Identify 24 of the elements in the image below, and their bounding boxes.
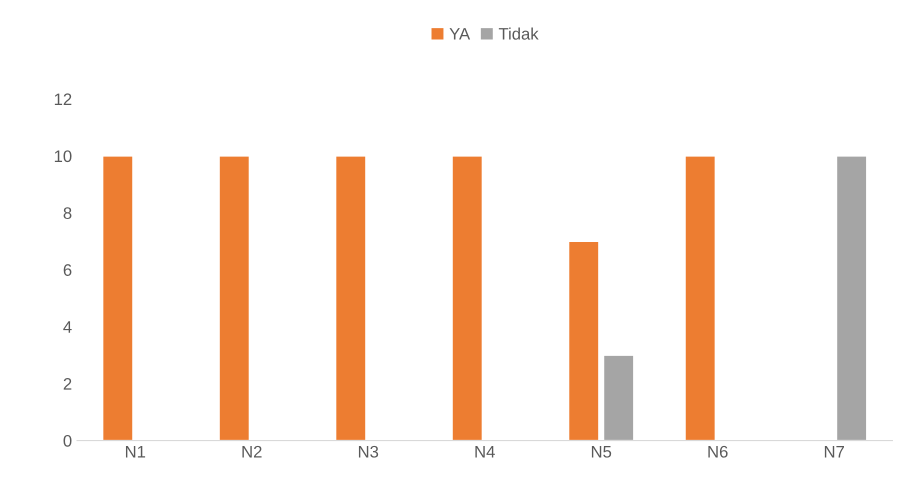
y-tick-label: 6 [64, 264, 72, 276]
y-tick-label: 10 [54, 150, 72, 162]
bar [568, 240, 600, 441]
x-tick-label: N4 [475, 446, 495, 458]
x-tick-label: N1 [126, 446, 146, 458]
bar [602, 354, 635, 441]
bar [836, 155, 868, 441]
x-tick-label: N6 [708, 446, 728, 458]
bar [102, 155, 134, 441]
x-tick-label: N7 [824, 446, 844, 458]
legend-label: Tidak [498, 27, 539, 40]
y-tick-label: 0 [64, 434, 72, 447]
legend-label: YA [450, 28, 470, 40]
x-tick-label: N5 [592, 446, 612, 458]
bar [334, 155, 367, 441]
y-tick-label: 2 [64, 378, 72, 390]
y-tick-label: 4 [63, 321, 72, 333]
x-tick-label: N3 [358, 446, 378, 458]
bar [451, 155, 484, 441]
x-tick-label: N2 [242, 446, 262, 458]
y-tick-label: 8 [64, 207, 72, 220]
bar [218, 155, 250, 441]
y-tick-label: 12 [54, 93, 72, 106]
bar [684, 155, 716, 441]
